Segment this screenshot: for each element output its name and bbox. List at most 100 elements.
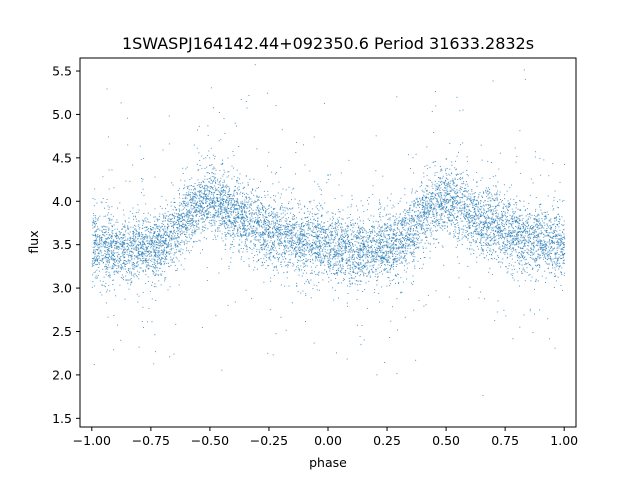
data-point [383, 209, 385, 211]
data-point [479, 254, 481, 256]
data-point [344, 248, 346, 250]
data-point [321, 228, 323, 230]
data-point [530, 226, 531, 228]
data-point [212, 206, 214, 208]
data-point [518, 226, 520, 228]
data-point [159, 242, 161, 244]
data-point [248, 200, 250, 202]
data-point [135, 228, 137, 230]
data-point [355, 250, 357, 252]
data-point [122, 209, 124, 211]
data-point [549, 239, 550, 241]
data-point [297, 291, 299, 293]
data-point [119, 261, 120, 263]
data-point [525, 231, 527, 233]
data-point [267, 229, 269, 231]
data-point [433, 218, 435, 219]
data-point [270, 240, 272, 242]
data-point [216, 180, 218, 182]
data-point [411, 254, 412, 256]
data-point [515, 204, 517, 206]
data-point [250, 203, 252, 205]
data-point [306, 243, 307, 245]
data-point [316, 231, 318, 233]
data-point [188, 203, 189, 205]
data-point [185, 228, 186, 230]
data-point [108, 245, 110, 247]
data-point [438, 188, 440, 190]
data-point [383, 269, 385, 271]
data-point [193, 220, 195, 222]
data-point [555, 256, 557, 258]
data-point [555, 253, 557, 254]
data-point [513, 211, 515, 213]
data-point [338, 242, 340, 244]
data-point [243, 228, 245, 230]
data-point [473, 211, 475, 213]
data-point [336, 223, 338, 225]
data-point [254, 255, 256, 256]
data-point [196, 223, 198, 225]
data-point [411, 261, 413, 263]
data-point [138, 242, 140, 244]
data-point [348, 245, 349, 247]
data-point [252, 189, 253, 191]
data-point [481, 195, 483, 197]
data-point [423, 211, 425, 213]
data-point [426, 219, 428, 221]
data-point [522, 218, 524, 220]
data-point [451, 164, 453, 166]
data-point [475, 214, 477, 216]
data-point [264, 206, 266, 208]
data-point [217, 183, 219, 185]
data-point [405, 211, 407, 213]
data-point [229, 197, 231, 199]
data-point [364, 265, 366, 267]
data-point [506, 233, 508, 234]
data-point [550, 240, 552, 241]
data-point [144, 250, 146, 252]
data-point [128, 227, 130, 229]
data-point [505, 216, 507, 218]
data-point [506, 219, 508, 221]
data-point [484, 224, 485, 226]
data-point [528, 249, 529, 251]
data-point [164, 242, 166, 244]
data-point [189, 179, 191, 180]
data-point [505, 250, 507, 251]
data-point [398, 234, 400, 236]
data-point [166, 250, 168, 252]
data-point [124, 231, 126, 233]
data-point [136, 238, 138, 240]
data-point [511, 184, 512, 186]
data-point [354, 261, 356, 263]
data-point [297, 242, 299, 243]
data-point [326, 182, 328, 184]
data-point [183, 208, 184, 210]
data-point [284, 265, 286, 267]
data-point [99, 245, 101, 247]
data-point [470, 196, 472, 198]
data-point [236, 208, 238, 210]
data-point [257, 254, 258, 256]
data-point [260, 202, 262, 204]
data-point [460, 186, 462, 188]
data-point [275, 222, 277, 223]
data-point [449, 232, 451, 234]
data-point [355, 234, 357, 235]
data-point [268, 225, 270, 227]
data-point [347, 206, 349, 208]
data-point [220, 202, 222, 204]
data-point [144, 259, 146, 261]
data-point [458, 189, 460, 191]
data-point [330, 261, 332, 263]
data-point [352, 267, 354, 269]
data-point [237, 221, 239, 223]
data-point [123, 243, 125, 245]
data-point [285, 264, 287, 266]
data-point [405, 271, 407, 273]
data-point [291, 247, 293, 249]
data-point [452, 198, 454, 200]
data-point [468, 225, 470, 227]
data-point [551, 231, 553, 233]
